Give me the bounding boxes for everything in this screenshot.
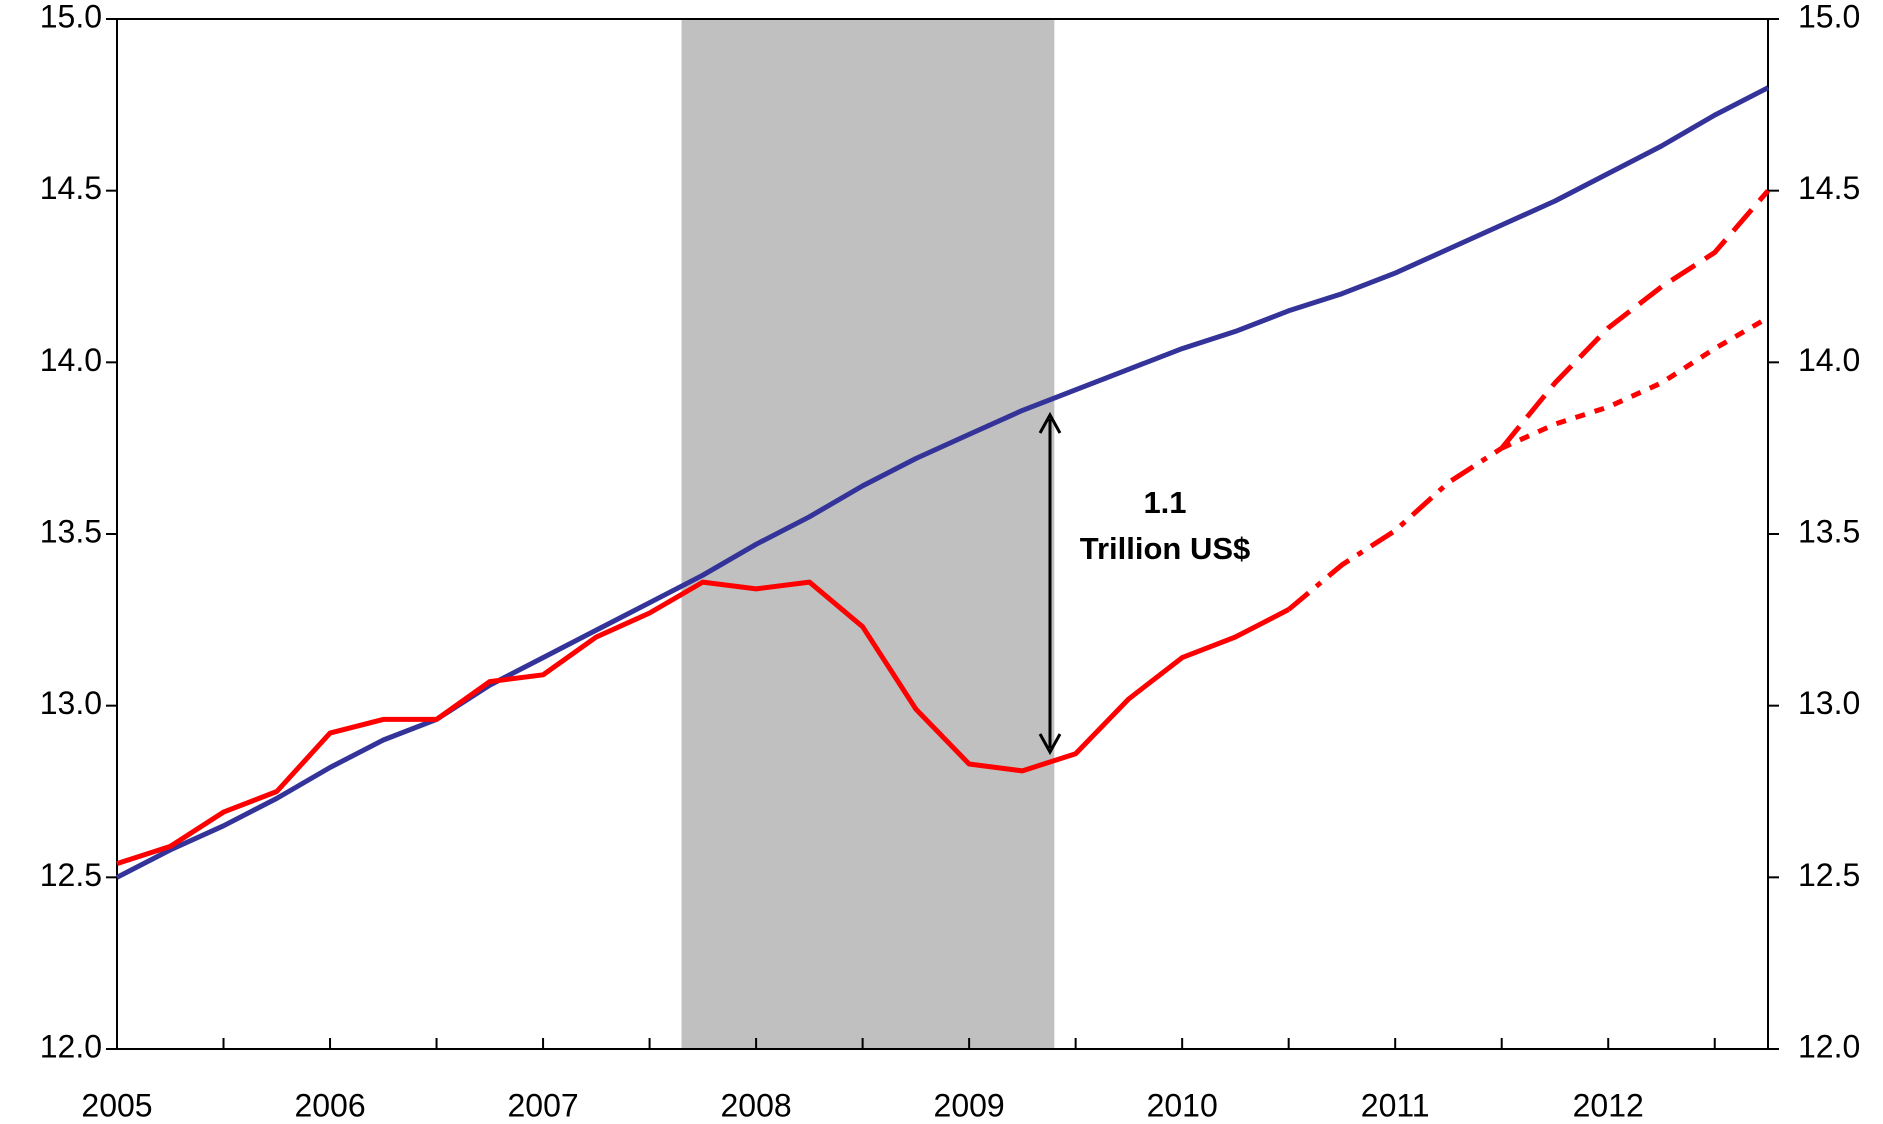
y-tick-label: 12.5 — [40, 857, 102, 893]
y2-tick-label: 14.0 — [1798, 342, 1860, 378]
series-line — [1499, 189, 1770, 450]
x-tick-label: 2012 — [1573, 1087, 1644, 1123]
annotation: Trillion US$ — [1080, 531, 1251, 566]
y-tick-label: 12.0 — [40, 1028, 102, 1064]
annotation: 1.1 — [1143, 485, 1186, 520]
y2-tick-label: 15.0 — [1798, 0, 1860, 34]
x-tick-label: 2005 — [81, 1087, 152, 1123]
x-tick-label: 2006 — [294, 1087, 365, 1123]
y-tick-label: 13.0 — [40, 685, 102, 721]
recession-shade — [681, 19, 1055, 1049]
y-tick-label: 14.5 — [40, 170, 102, 206]
y-tick-label: 15.0 — [40, 0, 102, 34]
series-line — [1287, 446, 1504, 612]
x-tick-label: 2011 — [1361, 1087, 1430, 1123]
series-line — [115, 85, 1770, 880]
y-tick-label: 13.5 — [40, 513, 102, 549]
y2-tick-label: 13.5 — [1798, 513, 1860, 549]
x-tick-label: 2008 — [721, 1087, 792, 1123]
y-tick-label: 14.0 — [40, 342, 102, 378]
arrow-head — [1038, 733, 1062, 756]
y2-tick-label: 13.0 — [1798, 685, 1860, 721]
arrow-head — [1038, 411, 1062, 434]
y2-tick-label: 14.5 — [1798, 170, 1860, 206]
series-line — [116, 579, 1290, 866]
x-tick-label: 2010 — [1147, 1087, 1218, 1123]
x-tick-label: 2007 — [507, 1087, 578, 1123]
y2-tick-label: 12.0 — [1798, 1028, 1860, 1064]
series-line — [1500, 315, 1770, 451]
x-tick-label: 2009 — [934, 1087, 1005, 1123]
y2-tick-label: 12.5 — [1798, 857, 1860, 893]
